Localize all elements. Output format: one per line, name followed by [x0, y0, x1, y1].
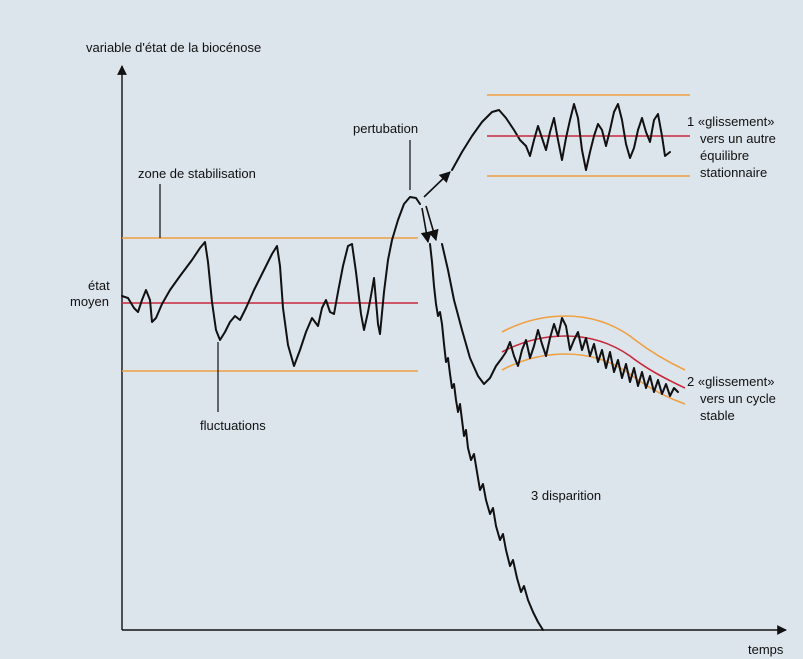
upper-band-cycle: [501, 315, 686, 371]
lower-band-cycle: [501, 353, 686, 405]
arrow-to-cycle: [425, 205, 439, 242]
disappearance-curve: [429, 243, 544, 631]
fluctuation-curve: [121, 196, 421, 367]
outcome1-line3: équilibre: [700, 148, 749, 163]
rise-to-new-equilibrium: [451, 109, 527, 171]
etat-moyen-label-line1: état: [88, 278, 110, 293]
outcome2-line2: vers un cycle: [700, 391, 776, 406]
arrow-to-equilibrium: [423, 171, 451, 198]
perturbation-label: pertubation: [353, 121, 418, 136]
outcome1-line2: vers un autre: [700, 131, 776, 146]
zone-stabilisation-label: zone de stabilisation: [138, 166, 256, 181]
equilibrium-fluctuations: [525, 103, 671, 171]
mean-line-cycle: [501, 335, 686, 389]
outcome2-line3: stable: [700, 408, 735, 423]
outcome1-line1: 1 «glissement»: [687, 114, 774, 129]
etat-moyen-label-line2: moyen: [70, 294, 109, 309]
outcome1-line4: stationnaire: [700, 165, 767, 180]
y-axis-label: variable d'état de la biocénose: [86, 40, 261, 55]
fluctuations-label: fluctuations: [200, 418, 266, 433]
cycle-fluctuations: [501, 317, 679, 397]
outcome3-label: 3 disparition: [531, 488, 601, 503]
outcome2-line1: 2 «glissement»: [687, 374, 774, 389]
decline-to-cycle: [441, 243, 503, 385]
arrow-to-disappearance: [420, 207, 432, 244]
x-axis-label: temps: [748, 642, 784, 657]
